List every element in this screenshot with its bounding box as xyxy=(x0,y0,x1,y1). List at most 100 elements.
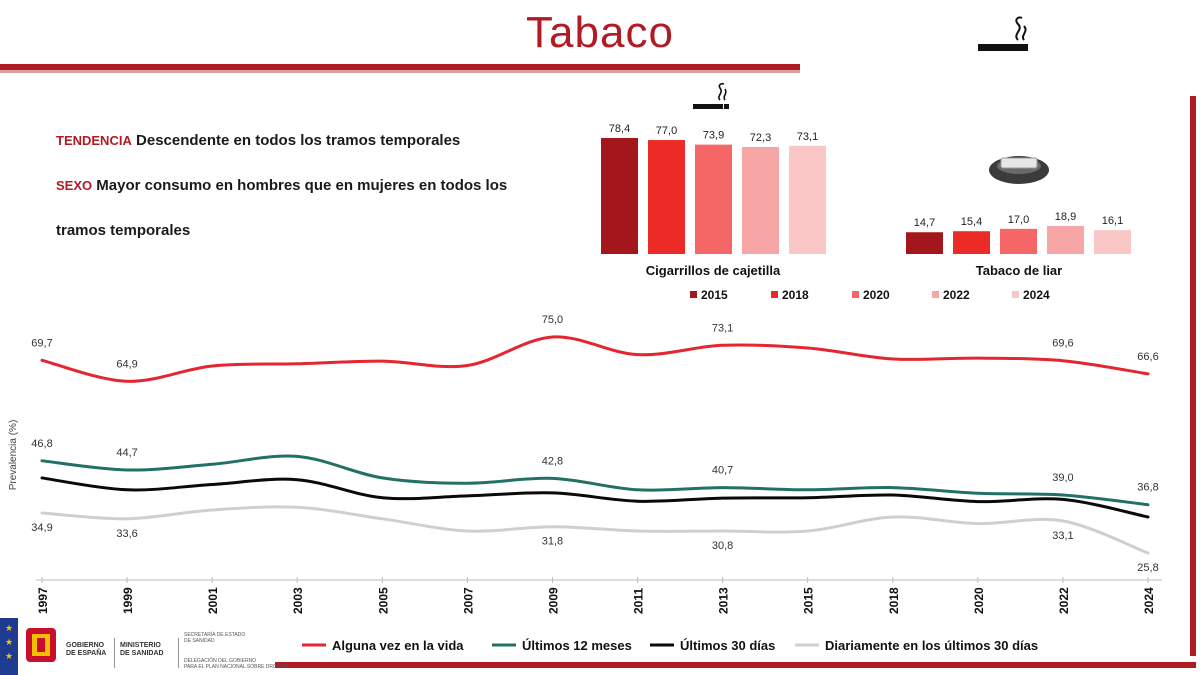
x-tick-label-2001: 2001 xyxy=(206,587,220,614)
series-point-ultimos-30-dias-2001 xyxy=(210,483,214,486)
series-point-alguna-vez-2015 xyxy=(806,346,809,350)
x-tick-label-2020: 2020 xyxy=(972,587,986,614)
cigarrillos-value-label-2022: 72,3 xyxy=(750,132,771,144)
series-point-ultimos-12-meses-1997 xyxy=(40,459,44,463)
rolling-tobacco-icon xyxy=(989,156,1049,184)
bar-legend-swatch-2020 xyxy=(852,291,859,298)
secretaria-line-2: DE SANIDAD xyxy=(184,638,215,644)
data-label-alguna-vez-2009: 75,0 xyxy=(542,314,563,326)
x-tick-label-2024: 2024 xyxy=(1142,587,1156,614)
cigarrillos-bar-2024 xyxy=(789,145,826,254)
bar-legend-swatch-2024 xyxy=(1012,291,1019,298)
x-tick-label-2005: 2005 xyxy=(376,587,390,614)
bar-legend-label-2022: 2022 xyxy=(943,288,970,302)
bar-legend-label-2024: 2024 xyxy=(1023,288,1050,302)
data-label-diariamente-2009: 31,8 xyxy=(542,536,563,548)
secretaria-line-1: SECRETARÍA DE ESTADO xyxy=(184,632,246,638)
series-line-ultimos-30-dias xyxy=(40,476,1150,519)
tabaco-liar-bar-2015 xyxy=(906,232,943,254)
series-point-alguna-vez-2013 xyxy=(721,344,724,347)
legend-label-diariamente: Diariamente en los últimos 30 días xyxy=(825,638,1038,653)
legend-label-ultimos-12-meses: Últimos 12 meses xyxy=(522,638,632,653)
series-point-diariamente-2005 xyxy=(381,517,384,520)
data-label-ultimos-12-meses-2009: 42,8 xyxy=(542,455,563,467)
tabaco-liar-bar-2022 xyxy=(1047,226,1084,254)
sexo-label: SEXO xyxy=(56,178,93,193)
y-axis-label: Prevalencia (%) xyxy=(8,420,19,491)
bar-chart-cigarrillos: 78,4 77,0 73,9 72,3 73,1 Cigarrillos de cajet… xyxy=(601,123,826,278)
ministerio-text: MINISTERIO DE SANIDAD xyxy=(120,642,164,658)
series-point-alguna-vez-2020 xyxy=(976,356,980,360)
series-point-ultimos-30-dias-2007 xyxy=(466,494,469,498)
series-point-ultimos-30-dias-2003 xyxy=(296,478,299,481)
series-point-diariamente-1999 xyxy=(125,517,129,520)
title-rule xyxy=(0,64,800,70)
x-tick-label-2007: 2007 xyxy=(461,587,475,614)
note-sexo-continued: tramos temporales xyxy=(56,218,536,263)
cigarrillos-value-label-2020: 73,9 xyxy=(703,130,724,142)
series-point-ultimos-12-meses-2011 xyxy=(636,488,639,491)
coat-of-arms-icon xyxy=(26,628,56,662)
series-point-diariamente-2022 xyxy=(1061,519,1065,523)
cigarette-icon xyxy=(978,16,1028,51)
x-tick-label-2018: 2018 xyxy=(887,587,901,614)
series-line-ultimos-12-meses xyxy=(40,454,1150,507)
tabaco-liar-value-label-2018: 15,4 xyxy=(961,216,982,228)
series-point-alguna-vez-2005 xyxy=(381,359,384,363)
legend-label-alguna-vez: Alguna vez en la vida xyxy=(332,638,464,653)
series-point-diariamente-2020 xyxy=(976,522,980,525)
series-point-ultimos-30-dias-2011 xyxy=(636,499,639,503)
series-line-diariamente xyxy=(40,505,1150,555)
series-point-diariamente-2007 xyxy=(466,529,469,533)
x-tick-label-2015: 2015 xyxy=(802,587,816,614)
series-point-ultimos-12-meses-2022 xyxy=(1061,493,1065,497)
series-point-ultimos-12-meses-2007 xyxy=(466,481,469,485)
legend-label-ultimos-30-dias: Últimos 30 días xyxy=(680,638,775,653)
series-point-diariamente-2015 xyxy=(806,529,809,533)
series-point-diariamente-2018 xyxy=(891,515,894,519)
series-point-alguna-vez-2003 xyxy=(296,362,299,365)
gobierno-line-2: DE ESPAÑA xyxy=(66,650,107,657)
tabaco-liar-bar-2020 xyxy=(1000,228,1037,254)
right-border-rule xyxy=(1190,96,1196,656)
gobierno-text: GOBIERNO DE ESPAÑA xyxy=(66,642,106,658)
line-chart-prevalencia: 1997 1999 2001 2003 2005 2007 2009 2011 2013 2015… xyxy=(8,314,1162,614)
gobierno-line-1: GOBIERNO xyxy=(66,642,105,649)
tabaco-liar-value-label-2024: 16,1 xyxy=(1102,215,1123,227)
series-point-ultimos-30-dias-2020 xyxy=(976,500,980,503)
bar-legend-swatch-2022 xyxy=(932,291,939,298)
series-point-diariamente-2003 xyxy=(296,506,299,509)
page-title: Tabaco xyxy=(526,8,674,57)
ministerio-line-1: MINISTERIO xyxy=(120,642,161,649)
series-point-ultimos-30-dias-2005 xyxy=(381,496,384,499)
x-tick-label-1999: 1999 xyxy=(121,587,135,614)
x-tick-label-2013: 2013 xyxy=(717,587,731,614)
series-point-ultimos-12-meses-2024 xyxy=(1146,503,1150,506)
secretaria-text: SECRETARÍA DE ESTADO DE SANIDAD xyxy=(184,632,245,644)
tendencia-text: Descendente en todos los tramos temporal… xyxy=(136,132,461,149)
sexo-text-line-2: tramos temporales xyxy=(56,222,191,239)
series-point-ultimos-12-meses-2005 xyxy=(381,476,384,480)
series-point-diariamente-1997 xyxy=(40,511,44,515)
series-point-ultimos-30-dias-2009 xyxy=(551,491,554,495)
delegacion-text: DELEGACIÓN DEL GOBIERNO PARA EL PLAN NAC… xyxy=(184,658,287,670)
series-point-diariamente-2011 xyxy=(636,529,639,533)
series-point-ultimos-12-meses-2001 xyxy=(210,463,214,466)
tendencia-label: TENDENCIA xyxy=(56,133,132,148)
series-point-alguna-vez-2018 xyxy=(891,357,894,361)
x-tick-label-2011: 2011 xyxy=(632,588,646,614)
cigarrillos-title: Cigarrillos de cajetilla xyxy=(646,263,781,278)
data-label-alguna-vez-2013: 73,1 xyxy=(712,322,733,334)
tabaco-liar-value-label-2020: 17,0 xyxy=(1008,214,1029,226)
cigarette-small-icon xyxy=(693,82,729,109)
summary-notes: TENDENCIA Descendente en todos los tramo… xyxy=(56,128,536,263)
series-point-ultimos-30-dias-2013 xyxy=(721,496,724,500)
bar-legend-swatch-2015 xyxy=(690,291,697,298)
cigarrillos-value-label-2024: 73,1 xyxy=(797,131,818,143)
x-tick-label-2022: 2022 xyxy=(1057,587,1071,614)
series-point-alguna-vez-1997 xyxy=(40,359,44,362)
cigarrillos-value-label-2015: 78,4 xyxy=(609,123,630,135)
note-sexo: SEXO Mayor consumo en hombres que en muj… xyxy=(56,173,536,218)
bar-chart-tabaco-liar: 14,7 15,4 17,0 18,9 16,1 Tabaco de liar xyxy=(906,211,1131,278)
eu-flag-icon: ★ ★ ★ xyxy=(0,618,18,675)
